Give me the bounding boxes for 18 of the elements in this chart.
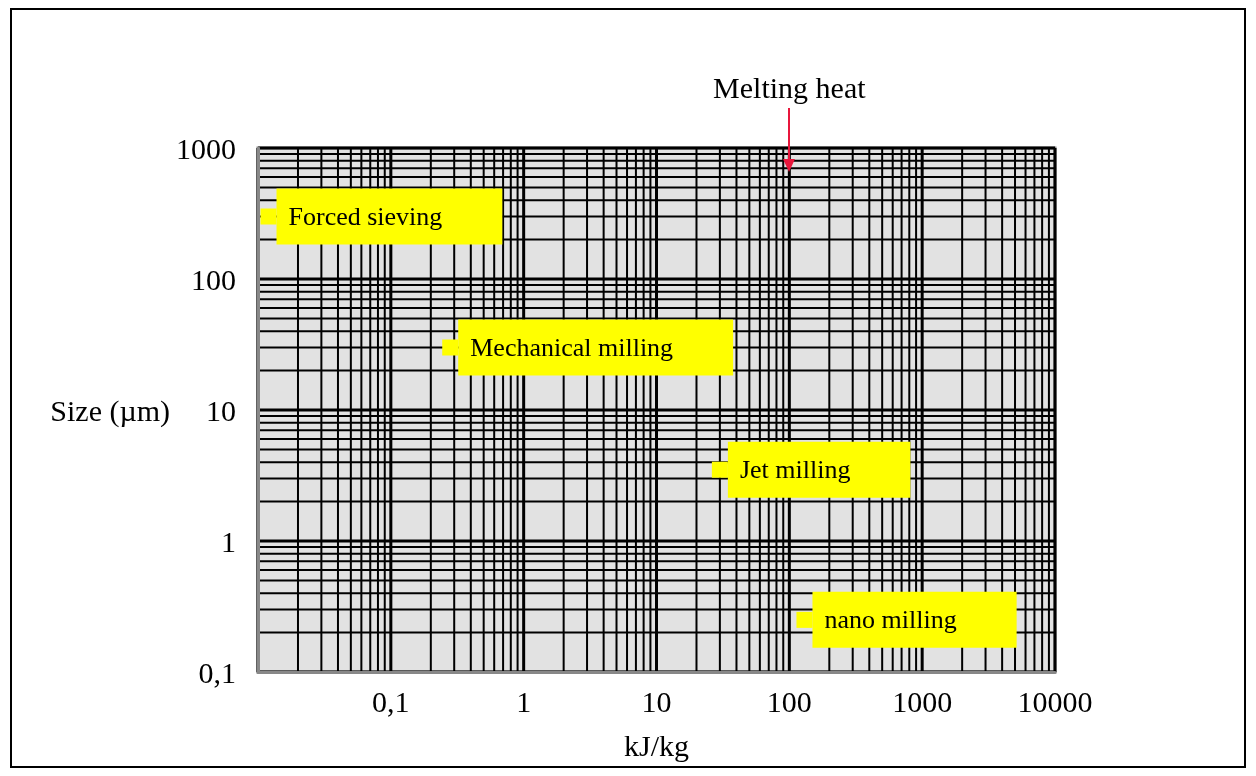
x-tick-label: 1 [516, 684, 532, 718]
ref-line-label: Melting heat [713, 70, 867, 104]
x-tick-label: 10000 [1017, 684, 1093, 718]
x-tick-label: 0,1 [372, 684, 410, 718]
series-label: Forced sieving [288, 202, 443, 231]
x-axis-title: kJ/kg [623, 728, 690, 762]
y-tick-label: 1000 [176, 131, 236, 165]
y-tick-label: 100 [191, 262, 236, 296]
y-tick-label: 1 [221, 524, 236, 558]
x-tick-label: 100 [766, 684, 812, 718]
series-label: Jet milling [739, 455, 851, 485]
series-label: Mechanical milling [470, 333, 674, 362]
y-axis-title: Size (µm) [50, 393, 171, 428]
series-label: nano milling [824, 605, 957, 635]
y-tick-label: 0,1 [198, 655, 236, 689]
x-tick-label: 10 [641, 684, 672, 718]
y-tick-label: 10 [206, 393, 236, 427]
x-tick-label: 1000 [892, 684, 953, 718]
